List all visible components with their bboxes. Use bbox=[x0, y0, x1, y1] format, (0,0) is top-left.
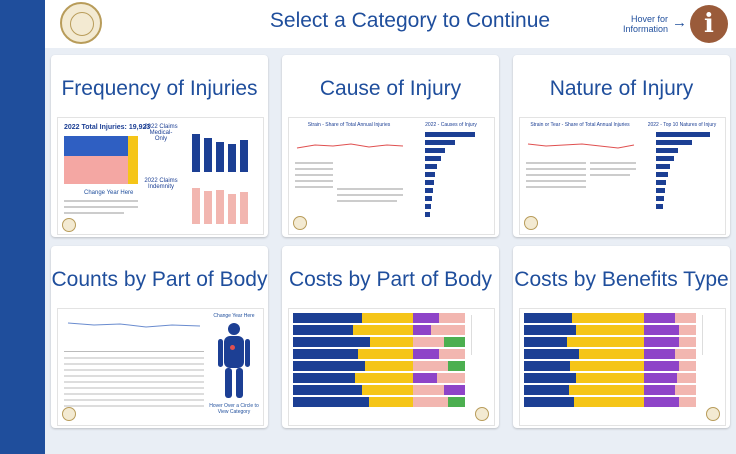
card-counts-by-part-of-body[interactable]: Counts by Part of Body Change Year Here … bbox=[51, 246, 268, 428]
info-icon[interactable]: i bbox=[690, 5, 728, 43]
card-title: Costs by Part of Body bbox=[288, 268, 493, 291]
page-title: Select a Category to Continue bbox=[269, 9, 551, 32]
hover-circle-label: Hover Over a Circle to View Category bbox=[209, 403, 259, 415]
card-costs-by-part-of-body[interactable]: Costs by Part of Body bbox=[282, 246, 499, 428]
header-bar bbox=[45, 0, 736, 48]
mini-seal-icon bbox=[475, 407, 489, 421]
total-injuries-label: 2022 Total Injuries: 19,923 bbox=[64, 124, 151, 131]
card-frequency-of-injuries[interactable]: Frequency of Injuries 2022 Total Injurie… bbox=[51, 55, 268, 237]
cause-right-label: 2022 - Causes of Injury bbox=[425, 122, 477, 128]
left-accent-bar bbox=[0, 0, 45, 454]
mini-seal-icon bbox=[706, 407, 720, 421]
claims-indemnity-label: 2022 Claims Indemnity bbox=[144, 178, 178, 190]
change-year-label: Change Year Here bbox=[213, 313, 255, 319]
mini-seal-icon bbox=[524, 216, 538, 230]
arrow-right-icon: → bbox=[672, 14, 687, 31]
card-title: Counts by Part of Body bbox=[51, 268, 268, 291]
card-costs-by-benefits-type[interactable]: Costs by Benefits Type bbox=[513, 246, 730, 428]
cause-left-label: Strain - Share of Total Annual Injuries bbox=[307, 122, 391, 128]
thumbnail-nature: Strain or Tear - Share of Total Annual I… bbox=[519, 117, 726, 235]
card-title: Costs by Benefits Type bbox=[514, 268, 729, 291]
thumbnail-costs-benefits bbox=[519, 308, 726, 426]
thumbnail-costs-body bbox=[288, 308, 495, 426]
card-title: Frequency of Injuries bbox=[61, 77, 258, 100]
claims-medical-label: 2022 Claims Medical-Only bbox=[144, 124, 178, 142]
thumbnail-frequency: 2022 Total Injuries: 19,923 Change Year … bbox=[57, 117, 264, 235]
card-nature-of-injury[interactable]: Nature of Injury Strain or Tear - Share … bbox=[513, 55, 730, 237]
nature-left-label: Strain or Tear - Share of Total Annual I… bbox=[530, 122, 630, 128]
card-title: Nature of Injury bbox=[549, 77, 694, 100]
card-cause-of-injury[interactable]: Cause of Injury Strain - Share of Total … bbox=[282, 55, 499, 237]
mini-seal-icon bbox=[62, 218, 76, 232]
state-seal-logo bbox=[60, 2, 102, 44]
hover-hint-label: Hover for Information bbox=[622, 14, 668, 34]
mini-seal-icon bbox=[293, 216, 307, 230]
change-year-label: Change Year Here bbox=[84, 190, 134, 196]
thumbnail-cause: Strain - Share of Total Annual Injuries … bbox=[288, 117, 495, 235]
thumbnail-counts-body: Change Year Here Hover Over a Circle to … bbox=[57, 308, 264, 426]
nature-right-label: 2022 - Top 10 Natures of Injury bbox=[647, 122, 717, 128]
mini-seal-icon bbox=[62, 407, 76, 421]
card-title: Cause of Injury bbox=[319, 77, 462, 100]
